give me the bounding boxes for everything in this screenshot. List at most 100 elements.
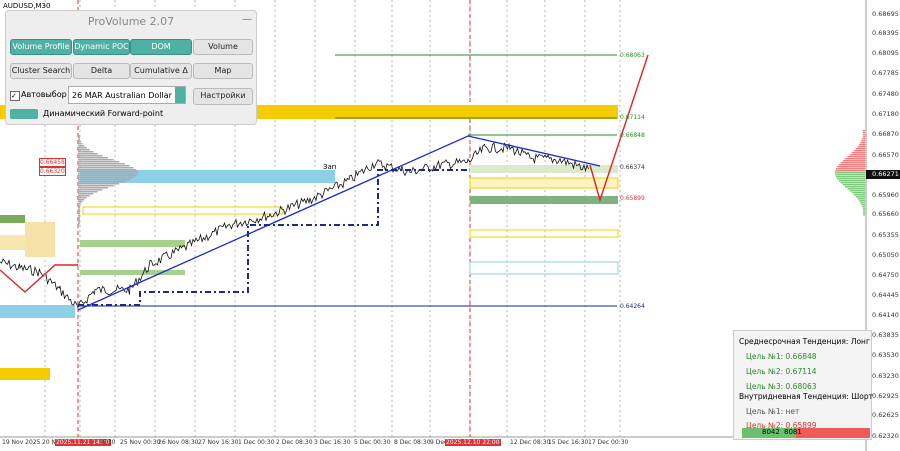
dpoc-line [78, 169, 468, 306]
price-tick: 0.67180 [872, 110, 899, 118]
time-tick: 2025.11.21 14:00 [55, 439, 111, 446]
footer: 8081 [784, 428, 802, 436]
price-tick: 0.63530 [872, 351, 899, 359]
forward-label: Динамический Forward-point [43, 109, 164, 118]
zone [25, 222, 55, 257]
zone [857, 146, 865, 148]
minimize[interactable]: — [242, 14, 252, 25]
zone [80, 270, 185, 275]
price-tick: 0.68695 [872, 10, 899, 18]
target: Цель №1: 0.66848 [746, 352, 817, 361]
button[interactable]: Cumulative Δ [130, 63, 192, 79]
symbol: AUDUSD,M30 [3, 2, 51, 10]
zone [78, 149, 90, 151]
zone [78, 185, 114, 187]
zone [840, 162, 865, 164]
zone [851, 152, 865, 154]
zone [861, 204, 865, 206]
button[interactable]: Cluster Search [10, 63, 72, 79]
time-tick: 1 Dec 00:30 [238, 439, 275, 446]
zone [849, 154, 865, 156]
zone [78, 151, 94, 153]
button[interactable]: Volume [193, 39, 253, 55]
button[interactable]: Dynamic POC [73, 39, 130, 55]
zone [470, 196, 618, 204]
time-tick: 12 Dec 08:30 [510, 439, 551, 446]
price-tick: 0.68095 [872, 49, 899, 57]
zone [862, 206, 865, 208]
zone [0, 235, 25, 250]
price-tick: 0.66570 [872, 151, 899, 159]
zone [863, 214, 865, 216]
button[interactable]: DOM [130, 39, 192, 55]
zone [859, 144, 865, 146]
zone [78, 139, 81, 141]
zone [862, 136, 865, 138]
zone [0, 368, 50, 380]
price-tick: 0.65960 [872, 191, 899, 199]
footer: 8042 [762, 428, 780, 436]
zone [78, 159, 114, 161]
price-tick: 0.67480 [872, 90, 899, 98]
zone [844, 186, 865, 188]
zone [78, 137, 80, 139]
button[interactable]: Delta [73, 63, 130, 79]
time-tick: 26 Nov 08:30 [158, 439, 199, 446]
checkbox[interactable]: ✓ [10, 91, 20, 101]
zone [78, 157, 108, 159]
price-tick: 0.67785 [872, 69, 899, 77]
price-tick: 0.64750 [872, 271, 899, 279]
forecast [0, 264, 78, 293]
zone [861, 140, 865, 142]
zone [78, 209, 80, 211]
level-label: 0.68063 [620, 52, 645, 59]
time-tick: 17 Dec 00:30 [588, 439, 629, 446]
button[interactable]: Volume Profile [10, 39, 72, 55]
zone [78, 175, 137, 177]
short-title: Внутридневная Тенденция: Шорт [739, 392, 873, 401]
panel: ProVolume 2.07 — Volume Profile Dynamic … [5, 10, 257, 125]
level-label: 0.65899 [620, 195, 645, 202]
zone [78, 207, 80, 209]
zone [78, 189, 103, 191]
zone [851, 192, 865, 194]
zone [849, 190, 865, 192]
price-tick: 0.63835 [872, 331, 899, 339]
forecast [589, 54, 649, 203]
zone [855, 148, 865, 150]
zone [78, 221, 80, 223]
instrument: 26 MAR Australian Dollar [72, 91, 172, 100]
zone [835, 176, 865, 178]
zone [78, 171, 138, 173]
time-tick: 8 Dec 08:30 [394, 439, 431, 446]
zone [78, 165, 130, 167]
info-box: Среднесрочная Тенденция: Лонг Цель №1: 0… [733, 330, 873, 440]
price-tick: 0.62925 [872, 392, 899, 400]
time-tick: 20 N [42, 439, 57, 446]
zone [78, 187, 108, 189]
zone [78, 177, 134, 179]
toggle[interactable] [10, 109, 38, 119]
zone [78, 135, 80, 137]
zone [78, 213, 80, 215]
time-tick: 9 Dec [430, 439, 448, 446]
settings-button[interactable]: Настройки [193, 88, 253, 105]
zone [469, 177, 619, 189]
zone [844, 158, 865, 160]
button[interactable]: Map [193, 63, 253, 79]
zone [78, 155, 103, 157]
zone [857, 198, 865, 200]
price-tick: 0.64445 [872, 291, 899, 299]
zone [78, 219, 80, 221]
zone [860, 202, 865, 204]
zone [78, 183, 120, 185]
panel-title: ProVolume 2.07 [87, 15, 175, 28]
price-tick: 0.62320 [872, 432, 899, 440]
instrument-select[interactable]: 26 MAR Australian Dollar [68, 86, 186, 104]
level-label: 0.67114 [620, 114, 645, 121]
zone [835, 174, 865, 176]
zone [0, 215, 25, 223]
zone [835, 168, 865, 170]
zone [840, 182, 865, 184]
